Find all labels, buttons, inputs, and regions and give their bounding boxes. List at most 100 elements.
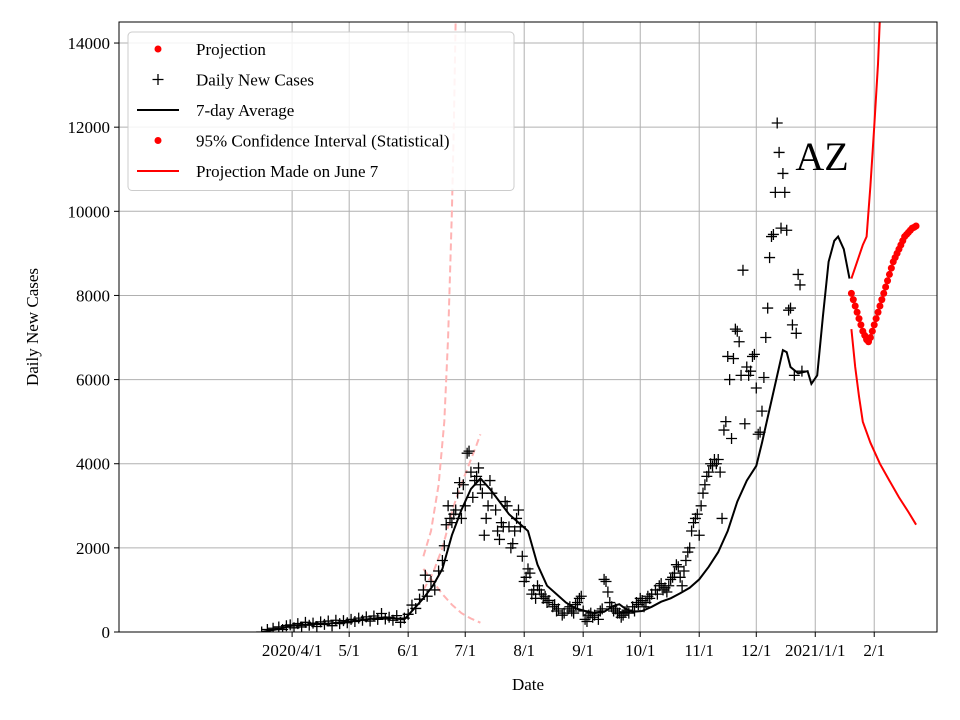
daily-new-cases-point [573,592,585,604]
daily-new-cases-point [575,590,587,602]
daily-new-cases-point [678,565,690,577]
daily-new-cases-point [391,610,403,622]
projection-point [884,277,892,285]
daily-new-cases-point [788,369,800,381]
x-tick-label: 10/1 [625,641,655,660]
daily-new-cases-point [509,525,521,537]
daily-new-cases-point [775,222,787,234]
x-tick-label: 12/1 [741,641,771,660]
projection-point [849,296,857,304]
daily-new-cases-point [777,167,789,179]
daily-new-cases-point [438,540,450,552]
daily-new-cases-point [524,567,536,579]
projection-point [847,289,855,297]
x-tick-label: 9/1 [572,641,594,660]
daily-new-cases-point [552,603,564,615]
daily-new-cases-point [473,462,485,474]
daily-new-cases-point [425,576,437,588]
daily-new-cases-point [661,586,673,598]
x-tick-label: 2/1 [863,641,885,660]
daily-new-cases-point [429,584,441,596]
daily-new-cases-point [665,573,677,585]
legend-item: Projection Made on June 7 [137,162,379,181]
axes-frame [118,21,938,633]
daily-new-cases-point [733,336,745,348]
daily-new-cases-point [739,418,751,430]
x-tick-label: 5/1 [338,641,360,660]
daily-new-cases-point [634,592,646,604]
daily-new-cases-point [714,466,726,478]
daily-new-cases-point [651,588,663,600]
daily-new-cases-point [484,475,496,487]
daily-new-cases-point [746,350,758,362]
daily-new-cases-point [463,445,475,457]
daily-new-cases-point [440,519,452,531]
daily-new-cases-point [786,319,798,331]
projection-point [887,264,895,272]
projection-point [876,302,884,310]
daily-new-cases-point [737,264,749,276]
daily-new-cases-point [577,605,589,617]
legend-item: Daily New Cases [152,71,314,90]
legend-item: Projection [154,40,266,59]
projection-point [878,296,886,304]
daily-new-cases-point [419,569,431,581]
daily-new-cases-point [436,554,448,566]
daily-new-cases-point [461,447,473,459]
daily-new-cases-point [796,365,808,377]
daily-new-cases-point [450,504,462,516]
daily-new-cases-point [676,580,688,592]
daily-new-cases-point [493,533,505,545]
daily-new-cases-point [758,371,770,383]
daily-new-cases-point [594,605,606,617]
daily-new-cases-point [769,186,781,198]
daily-new-cases-point [756,405,768,417]
daily-new-cases-point [716,512,728,524]
daily-new-cases-point [598,573,610,585]
daily-new-cases-point [773,146,785,158]
daily-new-cases-point [668,567,680,579]
daily-new-cases-point [764,252,776,264]
y-tick-label: 8000 [76,286,110,305]
daily-new-cases-point [703,466,715,478]
daily-new-cases-point [478,529,490,541]
projection-point [868,327,876,335]
daily-new-cases-point [760,332,772,344]
daily-new-cases-point [790,327,802,339]
projection-point [853,308,861,316]
daily-new-cases-point [699,479,711,491]
daily-new-cases-point [722,350,734,362]
daily-new-cases-point [452,487,464,499]
y-tick-label: 10000 [68,202,111,221]
daily-new-cases-point [511,512,523,524]
daily-new-cases-point [771,117,783,129]
y-tick-label: 2000 [76,539,110,558]
x-tick-label: 11/1 [684,641,714,660]
daily-new-cases-point [724,374,736,386]
daily-new-cases-point [474,479,486,491]
legend: Projection Daily New Cases 7-day Average 95… [127,31,515,191]
y-axis-label: Daily New Cases [23,268,42,386]
daily-new-cases-point [767,228,779,240]
daily-new-cases-point [541,597,553,609]
y-tick-label: 0 [102,623,111,642]
daily-new-cases-point [410,602,422,614]
daily-new-cases-point [482,500,494,512]
daily-new-cases-point [729,323,741,335]
daily-new-cases-point [514,521,526,533]
projection-point [912,222,920,230]
projection-made-on-june-7-line [422,433,482,591]
x-tick-label: 8/1 [513,641,535,660]
95-confidence-interval-statistical-line [850,329,917,526]
daily-new-cases-point [507,538,519,550]
chart-annotation-az: AZ [795,134,848,179]
daily-new-cases-point [726,432,738,444]
legend-item: 95% Confidence Interval (Statistical) [154,132,450,151]
projection-point [874,308,882,316]
projection-point [882,283,890,291]
legend-box [127,31,515,191]
legend-label: Projection Made on June 7 [196,162,379,181]
legend-dot-marker [154,137,162,144]
daily-new-cases-point [748,348,760,360]
daily-new-cases-point [446,517,458,529]
